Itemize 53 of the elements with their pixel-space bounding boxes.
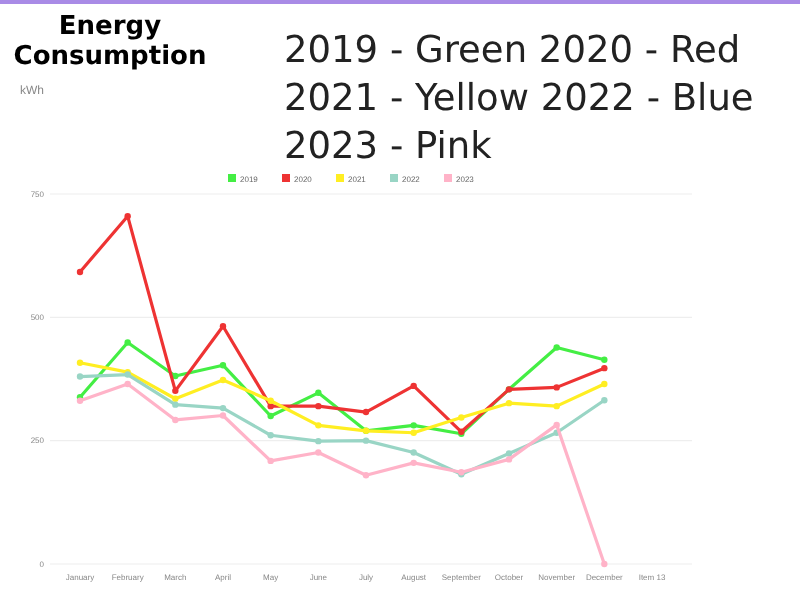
text: 2023 - Pink	[284, 126, 493, 168]
point	[362, 472, 370, 479]
point	[315, 402, 322, 410]
text: 2021 - Yellow 2022 - Blue	[284, 78, 754, 120]
point	[267, 432, 274, 439]
point	[410, 449, 417, 456]
point	[505, 456, 513, 463]
text: 2019 - Green 2020 - Red	[284, 30, 741, 72]
point	[505, 399, 513, 407]
point	[601, 356, 608, 363]
point	[553, 402, 560, 410]
point	[458, 414, 465, 421]
point	[76, 373, 84, 380]
point	[362, 408, 370, 416]
chart-title: Energy Consumption	[13, 12, 207, 72]
point	[267, 412, 274, 420]
point	[410, 382, 417, 390]
point	[172, 395, 179, 402]
point	[172, 372, 179, 380]
point	[601, 560, 608, 568]
point	[410, 459, 417, 467]
point	[601, 397, 608, 404]
point	[267, 397, 274, 404]
point	[219, 361, 227, 369]
point	[219, 404, 227, 412]
point	[219, 376, 227, 384]
point	[601, 380, 608, 388]
point	[124, 213, 131, 220]
point	[172, 401, 179, 408]
point	[219, 412, 227, 419]
point	[410, 422, 417, 429]
point	[315, 389, 322, 397]
point	[172, 387, 179, 395]
point	[124, 380, 131, 388]
point	[410, 429, 417, 436]
point	[124, 339, 131, 346]
point	[219, 323, 227, 330]
point	[315, 449, 322, 456]
line-series	[76, 213, 608, 435]
point	[601, 364, 608, 372]
point	[362, 437, 370, 444]
line-series	[76, 339, 608, 437]
point	[315, 422, 322, 429]
point	[553, 421, 560, 429]
point	[267, 457, 274, 465]
point	[553, 344, 560, 351]
point	[172, 416, 179, 424]
point	[76, 359, 84, 366]
point	[267, 402, 274, 410]
point	[315, 437, 322, 445]
point	[76, 268, 84, 276]
point	[505, 450, 513, 457]
point	[553, 384, 560, 391]
